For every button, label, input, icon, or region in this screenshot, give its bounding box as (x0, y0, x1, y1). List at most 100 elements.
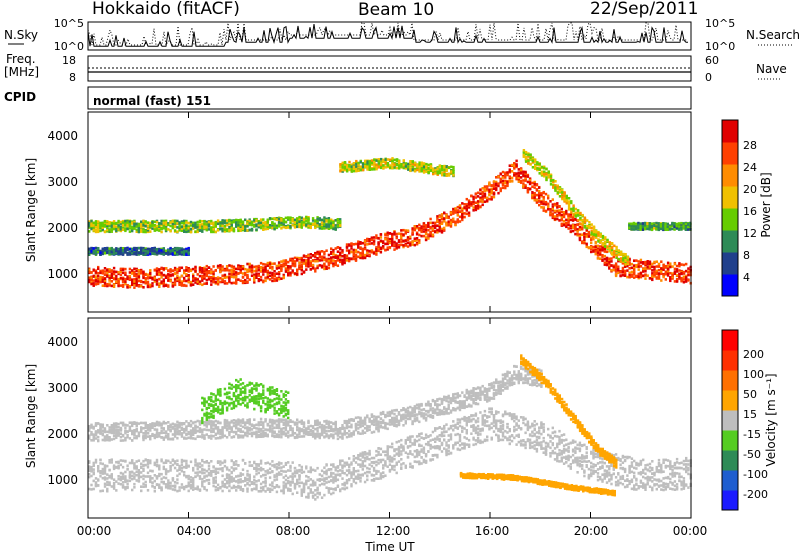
power-cell (524, 179, 527, 182)
power-cell (135, 280, 138, 283)
power-cell (581, 221, 584, 225)
power-cell (472, 197, 475, 200)
power-cell (185, 228, 188, 231)
power-cell (298, 218, 301, 222)
power-cell (164, 221, 168, 224)
power-cell (373, 160, 376, 164)
power-cell (563, 197, 566, 200)
velocity-cell (121, 465, 125, 469)
power-cell (565, 223, 568, 227)
power-cell (373, 168, 376, 171)
power-cell (687, 267, 690, 270)
power-cell (547, 175, 550, 178)
power-cell (198, 268, 202, 272)
nsky-panel: N.Sky 10^5 10^0 10^5 10^0 N.Search (4, 17, 800, 53)
power-cell (162, 247, 165, 250)
power-cell (106, 268, 109, 272)
power-cell (178, 283, 181, 286)
power-cell (386, 242, 389, 246)
power-cell (501, 181, 505, 184)
power-cell (528, 187, 532, 191)
power-cell (673, 228, 676, 231)
power-cell (689, 224, 692, 228)
power-cell (235, 280, 238, 284)
power-cell (657, 227, 660, 231)
power-cell (92, 249, 95, 253)
power-cell (339, 247, 342, 251)
power-cell (411, 164, 414, 167)
power-cell (633, 271, 636, 274)
power-panel: 4000 3000 2000 1000 Slant Range [km] 28 … (24, 111, 773, 313)
power-cell (402, 165, 405, 168)
power-cell (183, 279, 186, 283)
power-cell (395, 236, 398, 240)
velocity-cell (137, 479, 141, 483)
power-cell (454, 211, 457, 214)
power-cell (352, 243, 355, 246)
power-cell (97, 229, 100, 232)
power-cell (158, 224, 161, 227)
power-cell (467, 206, 471, 209)
power-cell (409, 237, 412, 240)
power-cell (167, 269, 170, 272)
power-cell (183, 283, 186, 287)
power-cell (146, 224, 150, 227)
power-cell (574, 211, 578, 215)
power-cell (483, 196, 487, 199)
power-cell (685, 262, 688, 266)
power-cell (207, 224, 211, 228)
freq-tick-low: 8 (69, 71, 76, 84)
power-cell (216, 278, 220, 281)
power-cell (97, 282, 100, 286)
power-cell (388, 232, 392, 235)
power-ytick-4000: 4000 (47, 129, 78, 143)
power-cell (386, 165, 390, 169)
power-cell (223, 221, 227, 225)
power-cell (235, 225, 238, 228)
power-cell (210, 280, 213, 283)
power-cell (601, 234, 605, 238)
power-cell (323, 223, 326, 226)
power-cell (440, 227, 444, 231)
power-cell (592, 234, 596, 238)
power-cell (574, 228, 577, 232)
power-cell (585, 245, 588, 249)
power-cell (657, 276, 661, 280)
power-cell (97, 274, 100, 278)
power-cell (436, 217, 439, 220)
power-cell (126, 275, 129, 278)
power-cell (277, 271, 281, 274)
power-cell (232, 275, 236, 279)
power-cell (517, 174, 520, 178)
power-cell (235, 273, 238, 276)
power-cell (635, 222, 638, 226)
power-cell (253, 265, 256, 269)
power-cell (420, 165, 424, 168)
power-cell (492, 192, 496, 196)
power-cell (330, 220, 333, 223)
power-cell (370, 242, 374, 245)
power-cell (461, 207, 464, 210)
power-cell (583, 226, 587, 229)
power-cell (434, 167, 437, 170)
power-cell (513, 167, 516, 170)
power-cell (237, 266, 240, 269)
power-cell (90, 224, 93, 227)
power-cell (522, 150, 526, 154)
nave-label: Nave (756, 62, 787, 76)
power-cell (97, 272, 100, 275)
power-cell (142, 228, 145, 231)
power-cell (167, 253, 170, 256)
power-cell (501, 176, 505, 179)
power-cell (452, 210, 455, 213)
power-cell (248, 265, 251, 269)
power-cell (117, 225, 120, 229)
power-cell (424, 236, 428, 239)
power-cell (244, 229, 247, 232)
power-cell (429, 166, 433, 170)
power-cell (273, 225, 276, 228)
power-cell (391, 165, 394, 168)
power-cell (343, 163, 347, 166)
velocity-cell (112, 478, 116, 481)
power-cell (106, 250, 109, 253)
